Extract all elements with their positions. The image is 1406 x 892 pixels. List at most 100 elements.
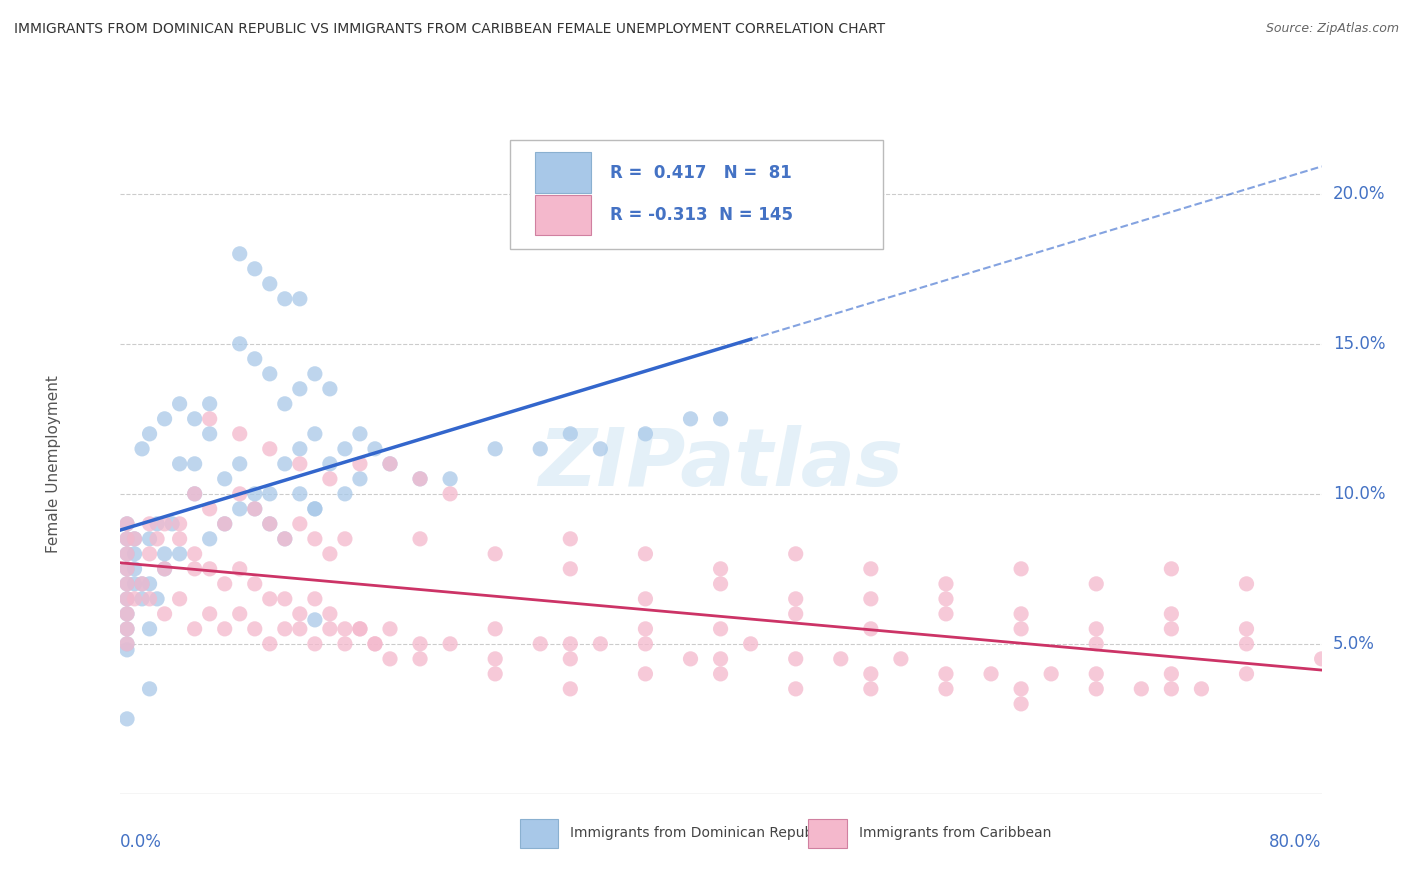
Point xyxy=(589,637,612,651)
Point xyxy=(349,622,371,636)
FancyBboxPatch shape xyxy=(536,194,591,235)
Point xyxy=(409,472,432,486)
Point xyxy=(115,547,138,561)
FancyBboxPatch shape xyxy=(808,819,846,848)
Point xyxy=(319,382,342,396)
FancyBboxPatch shape xyxy=(536,153,591,194)
Point xyxy=(115,591,138,606)
Point xyxy=(1160,607,1182,621)
Point xyxy=(288,622,311,636)
Point xyxy=(131,577,153,591)
Point xyxy=(169,591,191,606)
Point xyxy=(228,562,252,576)
Point xyxy=(115,622,138,636)
Text: 0.0%: 0.0% xyxy=(120,833,162,852)
Point xyxy=(115,622,138,636)
Point xyxy=(198,607,221,621)
Point xyxy=(1236,577,1258,591)
Point xyxy=(198,501,221,516)
Point xyxy=(259,516,281,531)
Point xyxy=(198,397,221,411)
Point xyxy=(243,351,266,366)
Point xyxy=(364,442,387,456)
Point xyxy=(1160,681,1182,696)
Point xyxy=(484,442,506,456)
Point xyxy=(288,457,311,471)
Text: 5.0%: 5.0% xyxy=(1333,635,1375,653)
Point xyxy=(484,652,506,666)
Point xyxy=(138,516,160,531)
Point xyxy=(274,532,297,546)
Point xyxy=(169,457,191,471)
Point xyxy=(349,426,371,441)
Point xyxy=(1010,622,1032,636)
Point xyxy=(439,472,461,486)
Point xyxy=(589,442,612,456)
Point xyxy=(288,382,311,396)
Point xyxy=(288,607,311,621)
Point xyxy=(138,681,160,696)
Point xyxy=(560,681,582,696)
Point xyxy=(146,532,169,546)
Point xyxy=(115,516,138,531)
Point xyxy=(124,562,146,576)
Point xyxy=(484,666,506,681)
Point xyxy=(153,607,176,621)
Point xyxy=(115,516,138,531)
Point xyxy=(274,292,297,306)
Point xyxy=(115,712,138,726)
Point xyxy=(785,652,807,666)
Point xyxy=(183,457,205,471)
Point xyxy=(1130,681,1153,696)
Point xyxy=(1010,697,1032,711)
Point xyxy=(259,277,281,291)
Point xyxy=(124,577,146,591)
Point xyxy=(364,637,387,651)
Point xyxy=(560,532,582,546)
Point xyxy=(304,367,326,381)
Text: 20.0%: 20.0% xyxy=(1333,185,1385,202)
Point xyxy=(243,622,266,636)
Point xyxy=(319,457,342,471)
Text: ZIPatlas: ZIPatlas xyxy=(538,425,903,503)
Point xyxy=(243,501,266,516)
Point xyxy=(146,516,169,531)
Point xyxy=(304,637,326,651)
Point xyxy=(228,487,252,501)
Point xyxy=(709,622,731,636)
Point xyxy=(1010,607,1032,621)
Point xyxy=(274,457,297,471)
Point xyxy=(259,516,281,531)
Point xyxy=(274,532,297,546)
Point xyxy=(1085,637,1108,651)
Point xyxy=(124,591,146,606)
Point xyxy=(274,397,297,411)
Point xyxy=(709,666,731,681)
Point xyxy=(183,622,205,636)
Point xyxy=(214,472,236,486)
Point xyxy=(228,607,252,621)
Point xyxy=(740,637,762,651)
Point xyxy=(169,547,191,561)
Point xyxy=(439,487,461,501)
Point xyxy=(830,652,852,666)
Point xyxy=(153,562,176,576)
Point xyxy=(304,501,326,516)
Point xyxy=(115,637,138,651)
Point xyxy=(131,591,153,606)
Text: IMMIGRANTS FROM DOMINICAN REPUBLIC VS IMMIGRANTS FROM CARIBBEAN FEMALE UNEMPLOYM: IMMIGRANTS FROM DOMINICAN REPUBLIC VS IM… xyxy=(14,22,886,37)
Point xyxy=(634,426,657,441)
Point xyxy=(364,637,387,651)
Point xyxy=(138,591,160,606)
Point xyxy=(560,637,582,651)
Point xyxy=(1085,681,1108,696)
Point xyxy=(243,487,266,501)
Point xyxy=(634,547,657,561)
Point xyxy=(198,532,221,546)
Point xyxy=(183,487,205,501)
Point xyxy=(214,516,236,531)
Text: 10.0%: 10.0% xyxy=(1333,485,1385,503)
Point xyxy=(1040,666,1063,681)
Point xyxy=(319,622,342,636)
Point xyxy=(169,532,191,546)
